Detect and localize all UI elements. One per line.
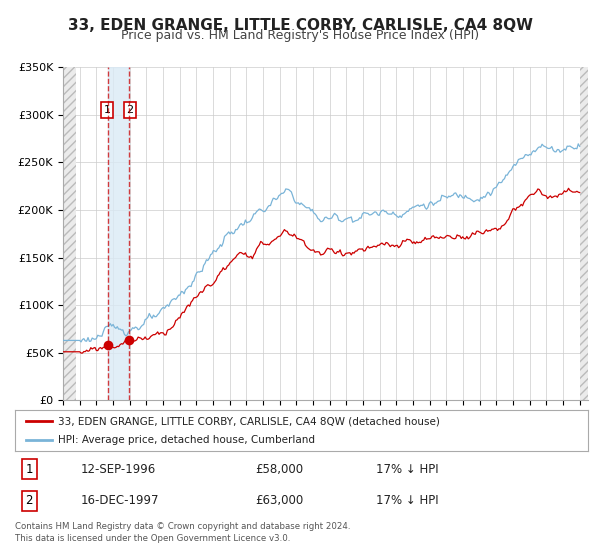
Text: 16-DEC-1997: 16-DEC-1997 [81,494,160,507]
Text: £63,000: £63,000 [256,494,304,507]
Text: 33, EDEN GRANGE, LITTLE CORBY, CARLISLE, CA4 8QW: 33, EDEN GRANGE, LITTLE CORBY, CARLISLE,… [67,18,533,33]
Text: 1: 1 [104,105,110,115]
Bar [108,67,129,400]
Text: 2: 2 [127,105,134,115]
Text: 33, EDEN GRANGE, LITTLE CORBY, CARLISLE, CA4 8QW (detached house): 33, EDEN GRANGE, LITTLE CORBY, CARLISLE,… [58,417,440,426]
Text: 17% ↓ HPI: 17% ↓ HPI [376,463,439,476]
Bar [580,67,596,400]
Text: 2: 2 [26,494,33,507]
Text: HPI: Average price, detached house, Cumberland: HPI: Average price, detached house, Cumb… [58,435,315,445]
Text: Price paid vs. HM Land Registry's House Price Index (HPI): Price paid vs. HM Land Registry's House … [121,29,479,42]
Text: 1: 1 [26,463,33,476]
Text: Contains HM Land Registry data © Crown copyright and database right 2024.
This d: Contains HM Land Registry data © Crown c… [15,522,350,543]
Bar [63,67,76,400]
Text: £58,000: £58,000 [256,463,304,476]
Text: 17% ↓ HPI: 17% ↓ HPI [376,494,439,507]
Text: 12-SEP-1996: 12-SEP-1996 [81,463,156,476]
